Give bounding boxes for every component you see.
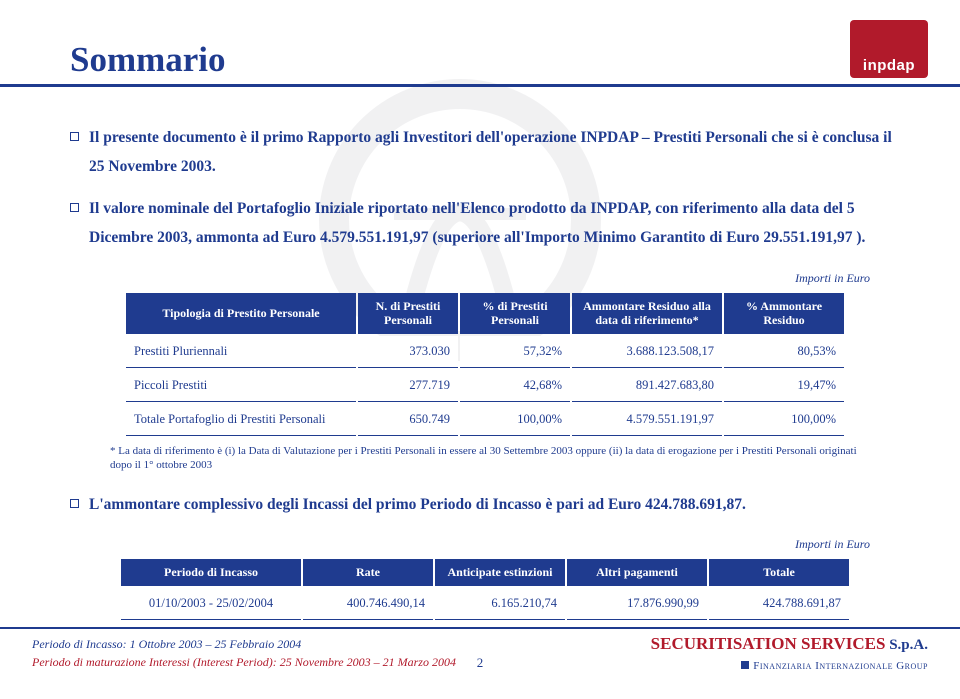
table1-caption: Importi in Euro — [70, 267, 870, 289]
t1-h1: Tipologia di Prestito Personale — [126, 293, 356, 334]
footer-brand: SECURITISATION SERVICES S.p.A. Finanziar… — [651, 633, 928, 675]
bullet-text: Il valore nominale del Portafoglio Inizi… — [89, 195, 900, 252]
bullet-3: L'ammontare complessivo degli Incassi de… — [70, 491, 900, 520]
table-row: Prestiti Pluriennali373.03057,32%3.688.1… — [126, 336, 844, 368]
table-cell: Prestiti Pluriennali — [126, 336, 356, 368]
brand-main: SECURITISATION SERVICES — [651, 634, 886, 653]
table-row: Totale Portafoglio di Prestiti Personali… — [126, 404, 844, 436]
table-cell: 373.030 — [358, 336, 458, 368]
table-cell: 100,00% — [724, 404, 844, 436]
table2-header-row: Periodo di Incasso Rate Anticipate estin… — [121, 559, 849, 585]
bullet-icon — [70, 499, 79, 508]
header-divider — [0, 84, 960, 87]
bullet-text: L'ammontare complessivo degli Incassi de… — [89, 491, 746, 520]
table-cell: 4.579.551.191,97 — [572, 404, 722, 436]
brand-square-icon — [741, 661, 749, 669]
table-cell: Totale Portafoglio di Prestiti Personali — [126, 404, 356, 436]
table-row: Piccoli Prestiti277.71942,68%891.427.683… — [126, 370, 844, 402]
t1-h4: Ammontare Residuo alla data di riferimen… — [572, 293, 722, 334]
t2-h2: Rate — [303, 559, 433, 585]
bullet-icon — [70, 203, 79, 212]
table-cell: 100,00% — [460, 404, 570, 436]
footer-divider — [0, 627, 960, 629]
table2-caption: Importi in Euro — [70, 533, 870, 555]
footer-left: Periodo di Incasso: 1 Ottobre 2003 – 25 … — [32, 635, 456, 671]
t2-h5: Totale — [709, 559, 849, 585]
t1-h5: % Ammontare Residuo — [724, 293, 844, 334]
page-title: Sommario — [70, 40, 900, 80]
body: Il presente documento è il primo Rapport… — [70, 124, 900, 622]
table-cell: 424.788.691,87 — [709, 588, 849, 620]
brand-spa: S.p.A. — [885, 637, 928, 653]
bullet-icon — [70, 132, 79, 141]
table-cell: 17.876.990,99 — [567, 588, 707, 620]
table-row: 01/10/2003 - 25/02/2004400.746.490,146.1… — [121, 588, 849, 620]
table-cell: 650.749 — [358, 404, 458, 436]
table-cell: 80,53% — [724, 336, 844, 368]
table-cell: 01/10/2003 - 25/02/2004 — [121, 588, 301, 620]
table-cell: 277.719 — [358, 370, 458, 402]
table-cell: 891.427.683,80 — [572, 370, 722, 402]
t1-h3: % di Prestiti Personali — [460, 293, 570, 334]
t1-h2: N. di Prestiti Personali — [358, 293, 458, 334]
page-number: 2 — [477, 655, 484, 671]
bullet-1: Il presente documento è il primo Rapport… — [70, 124, 900, 181]
t2-h1: Periodo di Incasso — [121, 559, 301, 585]
page: inpdap Sommario Il presente documento è … — [0, 0, 960, 699]
t2-h3: Anticipate estinzioni — [435, 559, 565, 585]
table-cell: 3.688.123.508,17 — [572, 336, 722, 368]
bullet-2: Il valore nominale del Portafoglio Inizi… — [70, 195, 900, 252]
table-cell: 6.165.210,74 — [435, 588, 565, 620]
table1-footnote: * La data di riferimento è (i) la Data d… — [110, 444, 870, 473]
footer: Periodo di Incasso: 1 Ottobre 2003 – 25 … — [0, 627, 960, 699]
table-cell: Piccoli Prestiti — [126, 370, 356, 402]
table1-header-row: Tipologia di Prestito Personale N. di Pr… — [126, 293, 844, 334]
brand-sub: Finanziaria Internazionale Group — [753, 660, 928, 672]
table-cell: 57,32% — [460, 336, 570, 368]
logo-text: inpdap — [863, 57, 915, 74]
bullet-text: Il presente documento è il primo Rapport… — [89, 124, 900, 181]
footer-interest-period: Periodo di maturazione Interessi (Intere… — [32, 653, 456, 671]
inpdap-logo: inpdap — [850, 20, 928, 78]
table-cell: 42,68% — [460, 370, 570, 402]
collections-table: Periodo di Incasso Rate Anticipate estin… — [119, 557, 851, 622]
table-cell: 400.746.490,14 — [303, 588, 433, 620]
footer-period-incasso: Periodo di Incasso: 1 Ottobre 2003 – 25 … — [32, 635, 456, 653]
table-cell: 19,47% — [724, 370, 844, 402]
portfolio-table: Tipologia di Prestito Personale N. di Pr… — [124, 291, 846, 438]
t2-h4: Altri pagamenti — [567, 559, 707, 585]
